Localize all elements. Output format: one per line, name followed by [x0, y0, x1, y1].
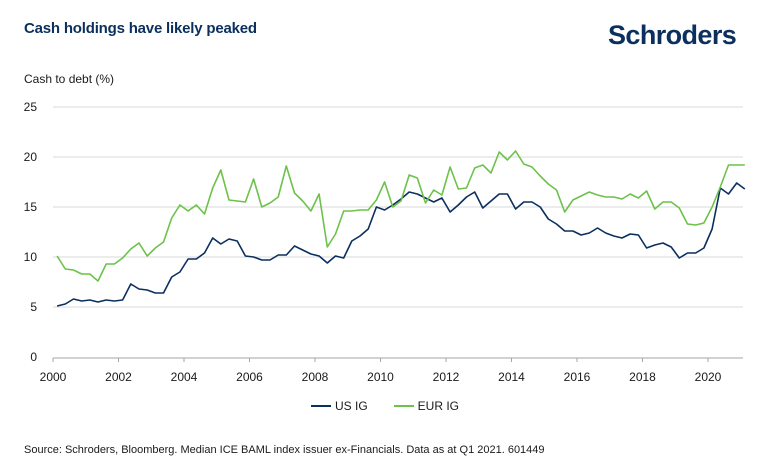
- x-tick-label: 2000: [40, 370, 67, 384]
- x-tick-label: 2008: [302, 370, 329, 384]
- x-tick-label: 2010: [367, 370, 394, 384]
- legend-label-us-ig: US IG: [334, 399, 368, 413]
- x-tick-label: 2012: [433, 370, 460, 384]
- y-tick-label: 0: [30, 350, 37, 364]
- gridlines: [53, 106, 743, 308]
- y-axis-label: Cash to debt (%): [24, 72, 115, 86]
- legend-swatch-eur-ig: [393, 405, 414, 407]
- y-tick-label: 5: [30, 300, 37, 314]
- x-axis: 2000 2002 2004 2006 2008 2010 2012 2014 2016 2018…: [40, 357, 743, 384]
- y-tick-label: 25: [24, 100, 38, 114]
- y-tick-label: 20: [24, 150, 38, 164]
- legend: US IG EUR IG: [0, 399, 770, 413]
- legend-label-eur-ig: EUR IG: [417, 399, 459, 413]
- schroders-logo: Schroders: [608, 20, 737, 50]
- series-lines: [56, 150, 746, 307]
- legend-item-us-ig[interactable]: US IG: [310, 399, 368, 413]
- y-tick-label: 10: [24, 250, 38, 264]
- legend-swatch-us-ig: [310, 405, 331, 407]
- source-note: Source: Schroders, Bloomberg. Median ICE…: [24, 444, 545, 456]
- x-tick-label: 2016: [564, 370, 591, 384]
- y-tick-label: 15: [24, 200, 38, 214]
- x-tick-label: 2014: [498, 370, 525, 384]
- series-line-eur-ig: [56, 150, 745, 282]
- chart-title: Cash holdings have likely peaked: [24, 20, 257, 37]
- legend-item-eur-ig[interactable]: EUR IG: [393, 399, 459, 413]
- x-tick-label: 2002: [105, 370, 132, 384]
- x-tick-label: 2006: [236, 370, 263, 384]
- x-tick-label: 2018: [629, 370, 656, 384]
- y-axis-ticks: 0 5 10 15 20 25: [24, 100, 38, 364]
- x-tick-label: 2004: [171, 370, 198, 384]
- x-tick-label: 2020: [695, 370, 722, 384]
